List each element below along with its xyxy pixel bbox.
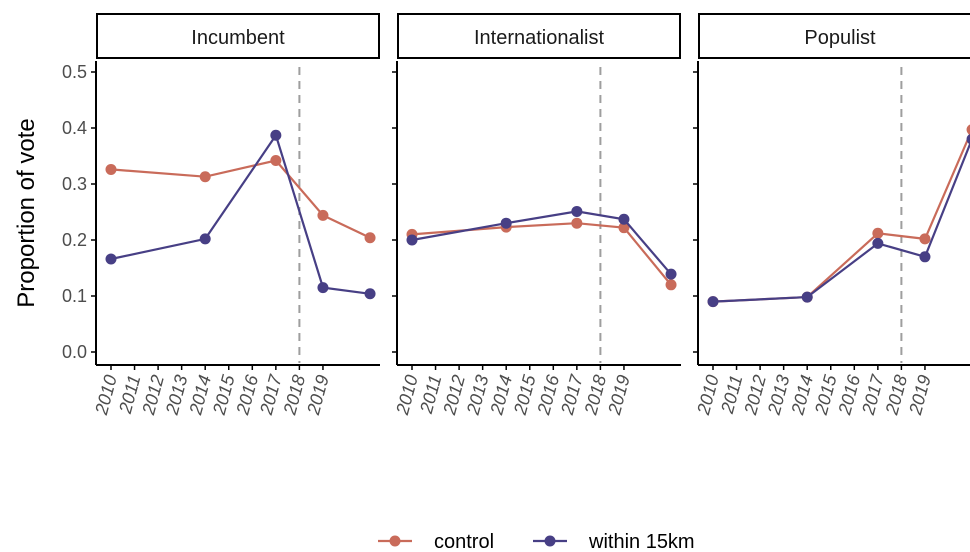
y-tick-label: 0.1 <box>62 286 87 306</box>
facet-strip <box>397 13 681 59</box>
data-point <box>919 251 931 263</box>
series-group <box>105 129 376 300</box>
data-point <box>966 134 970 145</box>
data-point <box>872 237 884 249</box>
data-point <box>317 209 329 221</box>
facet-title: Internationalist <box>474 27 605 49</box>
facet-strip <box>96 13 380 59</box>
data-point <box>364 288 376 300</box>
legend-label: within 15km <box>588 531 695 552</box>
series-line <box>712 141 970 303</box>
facet-panel: Populist20102011201220132014201520162017… <box>693 13 970 418</box>
data-point <box>500 217 512 229</box>
data-point <box>571 217 583 229</box>
series-line <box>110 159 371 239</box>
data-point <box>801 291 813 303</box>
data-point <box>105 163 117 175</box>
y-tick-label: 0.4 <box>62 118 87 138</box>
y-tick-label: 0.3 <box>62 174 87 194</box>
data-point <box>364 232 376 244</box>
y-axis-label: Proportion of vote <box>13 118 40 307</box>
legend-label: control <box>434 531 494 552</box>
series-line <box>712 131 970 303</box>
facet-title: Populist <box>804 27 876 49</box>
series-group <box>406 205 677 291</box>
facet-panel: Incumbent0.00.10.20.30.40.52010201120122… <box>62 13 380 418</box>
data-point <box>665 279 677 291</box>
data-point <box>618 213 630 225</box>
data-point <box>270 154 282 166</box>
data-point <box>199 171 211 183</box>
facet-strip <box>698 13 970 59</box>
facet-title: Incumbent <box>191 27 285 49</box>
data-point <box>199 233 211 245</box>
data-point <box>270 129 282 141</box>
data-point <box>317 282 329 294</box>
series-line <box>110 132 371 295</box>
data-point <box>707 296 719 308</box>
y-tick-label: 0.2 <box>62 230 87 250</box>
series-group <box>707 124 970 308</box>
y-tick-label: 0.0 <box>62 342 87 362</box>
data-point <box>665 268 677 280</box>
facets: Incumbent0.00.10.20.30.40.52010201120122… <box>62 13 970 418</box>
facet-panel: Internationalist201020112012201320142015… <box>392 13 681 418</box>
data-point <box>105 253 117 265</box>
data-point <box>406 234 418 246</box>
data-point <box>618 222 630 234</box>
y-tick-label: 0.5 <box>62 62 87 82</box>
data-point <box>872 227 884 239</box>
legend-key-point <box>544 535 556 547</box>
data-point <box>919 233 931 245</box>
data-point <box>966 124 970 135</box>
series-line <box>411 210 672 275</box>
legend-key-point <box>389 535 401 547</box>
data-point <box>571 205 583 217</box>
legend-entry: control <box>378 531 494 552</box>
legend: control within 15km <box>378 531 695 552</box>
legend-entry: within 15km <box>533 531 695 552</box>
